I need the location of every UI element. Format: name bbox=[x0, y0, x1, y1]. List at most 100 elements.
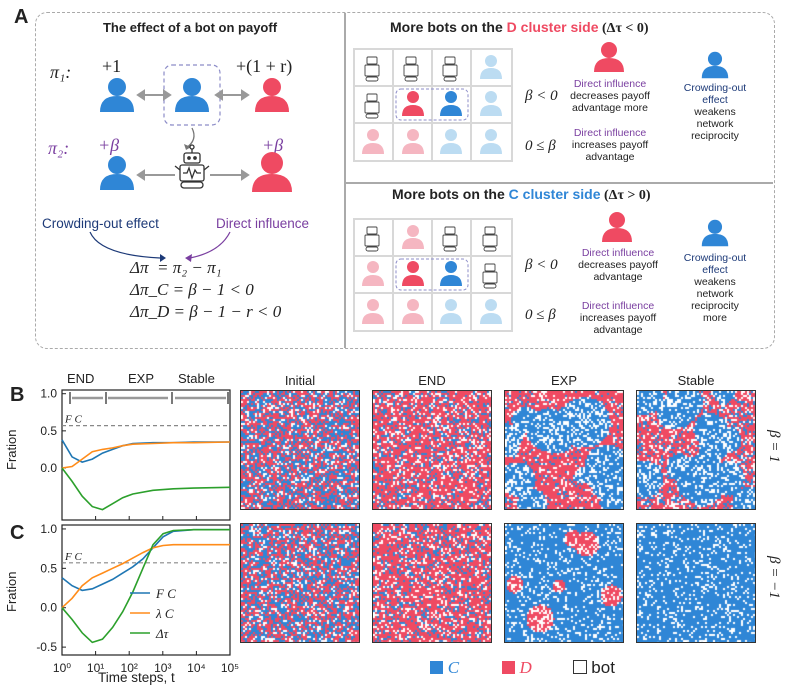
person-blue-icon bbox=[100, 78, 134, 112]
person-light-red-icon bbox=[402, 225, 424, 249]
y-tick-label: 1.0 bbox=[40, 387, 57, 401]
bottom-grid bbox=[353, 218, 513, 332]
chart-xlabel-text: Time steps, t bbox=[98, 670, 175, 685]
snapshot-title-initial: Initial bbox=[284, 373, 316, 388]
bottom-di-neg-body: decreases payoff advantage bbox=[578, 259, 658, 283]
x-tick-label: 10³ bbox=[154, 661, 171, 675]
x-tick-label: 10⁵ bbox=[221, 661, 239, 675]
legend-label-c: C bbox=[447, 658, 460, 677]
snapshot-c-exp bbox=[504, 523, 624, 643]
legend-label-bot: bot bbox=[591, 658, 615, 677]
person-red-icon bbox=[402, 91, 424, 116]
pi2-label: π₂: bbox=[48, 138, 70, 158]
bottom-crowd-body: weakens network reciprocity more bbox=[691, 276, 739, 324]
top-crowding-out: Crowding-out effect weakens network reci… bbox=[680, 82, 750, 142]
top-right-title: More bots on the D cluster side (Δτ < 0) bbox=[390, 19, 649, 37]
pi1-right-value: +(1 + r) bbox=[236, 56, 293, 76]
direct-influence-label: Direct influence bbox=[216, 216, 310, 231]
selected-pair-box bbox=[395, 88, 469, 121]
snapshot-c-end bbox=[372, 523, 492, 643]
time-series-charts: 1.0 0.5 0.0 F C 1.0 0.5 0.0 -0.5 F C 10⁰ 10¹ 10² 10³… bbox=[36, 387, 239, 675]
person-light-blue-icon bbox=[480, 91, 502, 116]
legend-swatch-d bbox=[501, 661, 515, 674]
snapshot-title-exp: EXP bbox=[550, 373, 577, 388]
legend: C D bot bbox=[430, 658, 615, 678]
person-light-blue-icon bbox=[480, 55, 502, 79]
top-person-red-icon bbox=[594, 42, 624, 72]
series-line-Δτ bbox=[61, 467, 231, 511]
crowding-out-label: Crowding-out effect bbox=[42, 216, 159, 231]
left-panel-diagram bbox=[100, 64, 292, 192]
x-tick-label: 10¹ bbox=[87, 661, 104, 675]
series-line-λ_C bbox=[61, 543, 230, 609]
phase-label-end: END bbox=[67, 371, 95, 386]
top-di-neg-body: decreases payoff advantage more bbox=[570, 90, 650, 114]
top-crowd-body: weakens network reciprocity bbox=[691, 106, 739, 142]
chart-frame-B bbox=[61, 389, 231, 521]
top-crowd-head: Crowding-out effect bbox=[683, 82, 747, 106]
snapshot-c-stable bbox=[636, 523, 756, 643]
bidirectional-arrow-icon bbox=[136, 89, 250, 101]
bottom-direct-influence-negative: Direct influence decreases payoff advant… bbox=[570, 247, 666, 283]
chart-legend-label: Δτ bbox=[155, 626, 170, 641]
snapshot-title-end: END bbox=[418, 373, 446, 388]
snapshot-b-stable bbox=[636, 390, 756, 510]
y-tick-label: 0.0 bbox=[40, 601, 57, 615]
reference-line-label: F C bbox=[64, 414, 82, 426]
equation-delta-pi-d: Δπ_D = β − 1 − r < 0 bbox=[130, 302, 282, 321]
bottom-crowding-out: Crowding-out effect weakens network reci… bbox=[680, 252, 750, 324]
reference-line-label: F C bbox=[64, 551, 82, 563]
person-light-red-icon bbox=[362, 261, 384, 286]
top-di-neg-head: Direct influence bbox=[573, 78, 647, 90]
person-light-blue-icon bbox=[480, 129, 502, 154]
bottom-person-blue-icon bbox=[701, 219, 729, 247]
top-di-pos-head: Direct influence bbox=[573, 127, 647, 139]
bottom-di-pos-body: increases payoff advantage bbox=[579, 312, 657, 336]
pi1-left-value: +1 bbox=[102, 56, 122, 76]
person-light-red-icon bbox=[402, 299, 424, 324]
x-tick-label: 10⁰ bbox=[53, 661, 71, 675]
bottom-beta-negative: β < 0 bbox=[525, 257, 558, 273]
chart-legend-label: λ C bbox=[155, 606, 174, 621]
bottom-right-title-post: (Δτ > 0) bbox=[600, 188, 651, 203]
legend-swatch-bot bbox=[572, 660, 587, 674]
y-tick-label: -0.5 bbox=[36, 640, 57, 654]
annotation-arrows bbox=[89, 231, 231, 262]
series-line-λ_C bbox=[61, 441, 231, 469]
pi1-label: π₁: bbox=[50, 62, 72, 82]
series-line-F_C bbox=[61, 528, 230, 592]
snapshot-b-exp bbox=[504, 390, 624, 510]
person-red-icon bbox=[252, 152, 292, 192]
robot-icon bbox=[364, 56, 458, 119]
top-beta-negative: β < 0 bbox=[525, 88, 558, 104]
top-direct-influence-negative: Direct influence decreases payoff advant… bbox=[562, 78, 658, 114]
top-beta-nonnegative: 0 ≤ β bbox=[525, 138, 556, 154]
y-tick-label: 0.5 bbox=[40, 424, 57, 438]
chart-xlabel: Time steps, t bbox=[98, 670, 175, 685]
y-tick-label: 0.0 bbox=[40, 461, 57, 475]
top-right-title-post: (Δτ < 0) bbox=[598, 21, 649, 36]
equation-delta-pi: Δπ = π₂ − π₁ bbox=[130, 258, 222, 277]
beta-row-label-2: β = −1 bbox=[766, 556, 782, 599]
legend-swatch-c bbox=[430, 661, 443, 674]
bottom-right-title-highlight: C cluster side bbox=[508, 186, 601, 202]
bottom-beta-nonnegative: 0 ≤ β bbox=[525, 307, 556, 323]
bottom-person-red-icon bbox=[602, 212, 632, 242]
snapshot-b-end bbox=[372, 390, 492, 510]
person-blue-icon bbox=[440, 91, 462, 116]
top-grid bbox=[353, 48, 513, 162]
panel-letter-a: A bbox=[14, 6, 29, 28]
person-light-red-icon bbox=[402, 129, 424, 154]
chart-b-ylabel: Fration bbox=[4, 429, 19, 470]
person-light-red-icon bbox=[362, 299, 384, 324]
top-person-blue-icon bbox=[701, 51, 729, 79]
y-tick-label: 1.0 bbox=[40, 522, 57, 536]
phase-label-exp: EXP bbox=[128, 371, 155, 386]
pi2-left-value: +β bbox=[98, 135, 120, 155]
person-red-icon bbox=[402, 261, 424, 286]
panel-a-divider-vertical bbox=[344, 13, 346, 348]
snapshot-c-initial bbox=[240, 523, 360, 643]
person-blue-icon bbox=[100, 156, 134, 190]
chart-legend-label: F C bbox=[155, 586, 176, 601]
chart-frame-C bbox=[61, 524, 231, 656]
